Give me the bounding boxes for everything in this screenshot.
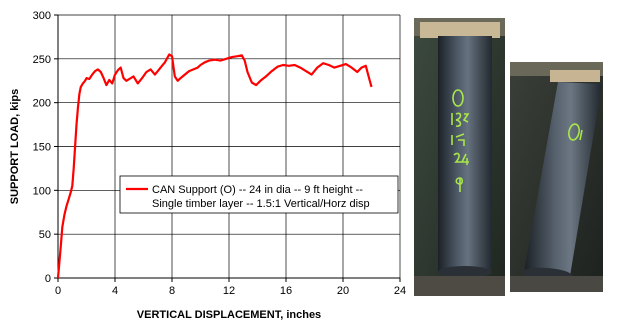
x-tick-labels: 0 4 8 12 16 20 24 [55, 285, 406, 297]
y-tick-label: 150 [33, 142, 51, 154]
y-tick-labels: 0 50 100 150 200 250 300 [33, 10, 51, 285]
handwritten-markings [451, 89, 470, 192]
chart-legend: CAN Support (O) -- 24 in dia -- 9 ft hei… [119, 175, 399, 214]
series-line-can-support [56, 53, 373, 279]
handwritten-markings [568, 123, 583, 141]
x-tick-label: 16 [280, 285, 292, 297]
y-tick-label: 0 [45, 273, 51, 285]
y-tick-label: 300 [33, 10, 51, 22]
can-support-photo-tilted [510, 62, 603, 292]
x-tick-label: 20 [337, 285, 349, 297]
can-support-photo-upright [414, 18, 505, 296]
chart-axes [54, 14, 401, 282]
x-tick-label: 8 [169, 285, 175, 297]
chart-gridlines [58, 14, 401, 278]
x-tick-label: 12 [223, 285, 235, 297]
x-tick-label: 24 [394, 285, 406, 297]
x-tick-label: 0 [55, 285, 61, 297]
x-axis-title: VERTICAL DISPLACEMENT, inches [137, 309, 321, 321]
legend-label-line-2: Single timber layer -- 1.5:1 Vertical/Ho… [152, 198, 370, 210]
x-tick-label: 4 [112, 285, 118, 297]
legend-label-line-1: CAN Support (O) -- 24 in dia -- 9 ft hei… [152, 184, 363, 196]
y-axis-title: SUPPORT LOAD, kips [9, 89, 21, 205]
y-tick-label: 200 [33, 98, 51, 110]
y-tick-label: 50 [39, 229, 51, 241]
y-tick-label: 250 [33, 54, 51, 66]
y-tick-label: 100 [33, 185, 51, 197]
line-chart: 0 4 8 12 16 20 24 0 50 100 150 200 250 300 VERTICAL … [9, 10, 406, 321]
